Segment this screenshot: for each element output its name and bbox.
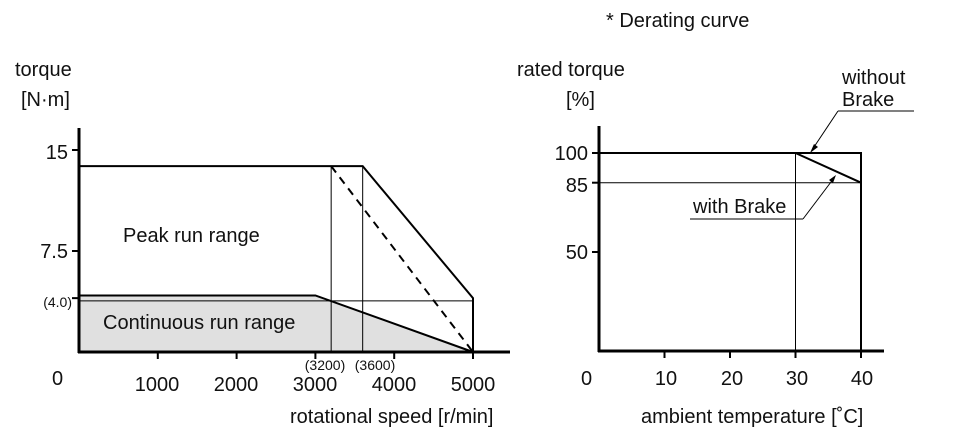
speed-tick-label: 5000 [451, 374, 496, 396]
speed-tick-label: 3000 [293, 374, 338, 396]
with-brake-legend: with Brake [692, 196, 786, 218]
speed-origin-label: 0 [52, 368, 63, 390]
rated-torque-tick-label: 85 [566, 175, 588, 197]
rated-torque-tick-label: 50 [566, 242, 588, 264]
without-brake-legend-line1: without [841, 67, 906, 89]
speed-torque-chart: torque [N·m] 0 rotational speed [r/min] … [15, 59, 510, 428]
rated-torque-tick-marks [592, 152, 599, 253]
continuous-run-range-label: Continuous run range [103, 312, 295, 334]
temperature-tick-marks [663, 351, 862, 358]
derating-title: * Derating curve [606, 10, 749, 32]
speed-annotation-label: (3200) [305, 357, 345, 373]
speed-tick-label: 4000 [372, 374, 417, 396]
without-brake-arrowhead [810, 144, 818, 153]
with-brake-callout-leader [802, 177, 835, 220]
rated-torque-tick-label: 100 [555, 143, 588, 165]
speed-tick-label: 2000 [214, 374, 259, 396]
peak-dashed-boundary [330, 165, 474, 353]
without-brake-callout-leader [811, 110, 839, 151]
torque-axis-label: torque [15, 59, 72, 81]
torque-tick-marks [72, 149, 79, 300]
torque-tick-label: (4.0) [43, 294, 72, 310]
torque-unit-label: [N·m] [21, 89, 70, 111]
speed-tick-label: 1000 [135, 374, 180, 396]
peak-run-range-label: Peak run range [123, 225, 260, 247]
temperature-tick-label: 20 [721, 368, 743, 390]
continuous-run-boundary [79, 294, 474, 353]
with-brake-line [599, 152, 862, 351]
derating-chart: rated torque [%] 0 ambient temperature [… [517, 59, 914, 428]
continuous-run-area [79, 295, 473, 352]
rated-torque-axis-label: rated torque [517, 59, 625, 81]
temperature-tick-label: 30 [786, 368, 808, 390]
temperature-axis-label: ambient temperature [˚C] [641, 406, 863, 428]
speed-annotation-label: (3600) [355, 357, 395, 373]
torque-tick-label: 15 [46, 142, 68, 164]
temperature-tick-label: 10 [655, 368, 677, 390]
peak-run-boundary [79, 165, 474, 352]
rated-torque-unit-label: [%] [566, 89, 595, 111]
temperature-tick-label: 40 [851, 368, 873, 390]
without-brake-legend-line2: Brake [842, 89, 894, 111]
torque-tick-label: 7.5 [40, 241, 68, 263]
speed-axis-label: rotational speed [r/min] [290, 406, 493, 428]
speed-tick-marks [156, 352, 474, 359]
temperature-origin-label: 0 [581, 368, 592, 390]
with-brake-arrowhead [829, 175, 836, 183]
